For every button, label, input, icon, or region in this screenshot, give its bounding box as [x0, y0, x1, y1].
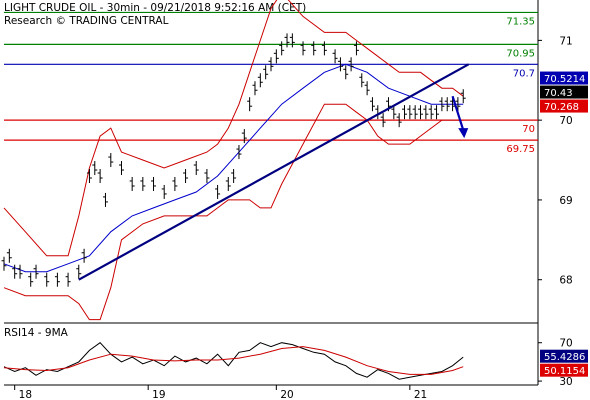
price-labels: 70.5214 70.43 70.268	[540, 71, 588, 113]
level-label: 70	[522, 124, 535, 135]
x-tick-label: 21	[414, 389, 427, 400]
time-axis-ticks: 18 19 20 21	[14, 385, 427, 400]
level-label: 70.95	[506, 48, 535, 59]
rsi-title: RSI14 - 9MA	[4, 327, 69, 339]
rsi-price-label: 55.4286	[544, 352, 585, 363]
y-tick-label: 69	[559, 195, 572, 207]
y-tick-label: 71	[559, 35, 572, 47]
indicator-line	[3, 103, 464, 321]
rsi-y-tick-label: 30	[559, 376, 572, 388]
rsi-line	[3, 346, 464, 375]
rsi-price-label-box	[540, 363, 588, 377]
price-label: 70.268	[544, 102, 579, 113]
rsi-price-label-box	[540, 349, 588, 363]
chart-subtitle: Research © TRADING CENTRAL	[4, 15, 169, 27]
level-label: 70.7	[513, 68, 535, 79]
horizontal-levels: 71.35 70.95 70.7 70 69.75	[4, 11, 538, 155]
price-label-box	[540, 71, 588, 85]
price-label-box	[540, 85, 588, 99]
y-tick-label: 70	[559, 115, 572, 127]
forecast-arrow-shaft	[451, 95, 465, 131]
trendline-group	[78, 63, 470, 281]
level-label: 69.75	[506, 144, 535, 155]
indicator-line	[3, 0, 464, 257]
trendline	[78, 63, 470, 281]
price-label: 70.5214	[544, 74, 585, 85]
rsi-panel: 30 70 55.4286 50.1154	[3, 338, 588, 388]
price-axis-ticks: 68 69 70 71	[538, 35, 573, 287]
rsi-y-tick-label: 70	[559, 338, 572, 350]
rsi-price-label: 50.1154	[544, 366, 585, 377]
level-label: 71.35	[506, 16, 535, 27]
x-tick-label: 19	[152, 389, 165, 400]
chart-title: LIGHT CRUDE OIL - 30min - 09/21/2018 9:5…	[4, 2, 306, 14]
price-label: 70.43	[544, 88, 573, 99]
x-tick-label: 20	[280, 389, 293, 400]
y-tick-label: 68	[559, 275, 572, 287]
price-bars	[1, 33, 466, 287]
forecast-arrow-head	[458, 128, 469, 139]
x-tick-label: 18	[19, 389, 32, 400]
price-label-box	[540, 99, 588, 113]
